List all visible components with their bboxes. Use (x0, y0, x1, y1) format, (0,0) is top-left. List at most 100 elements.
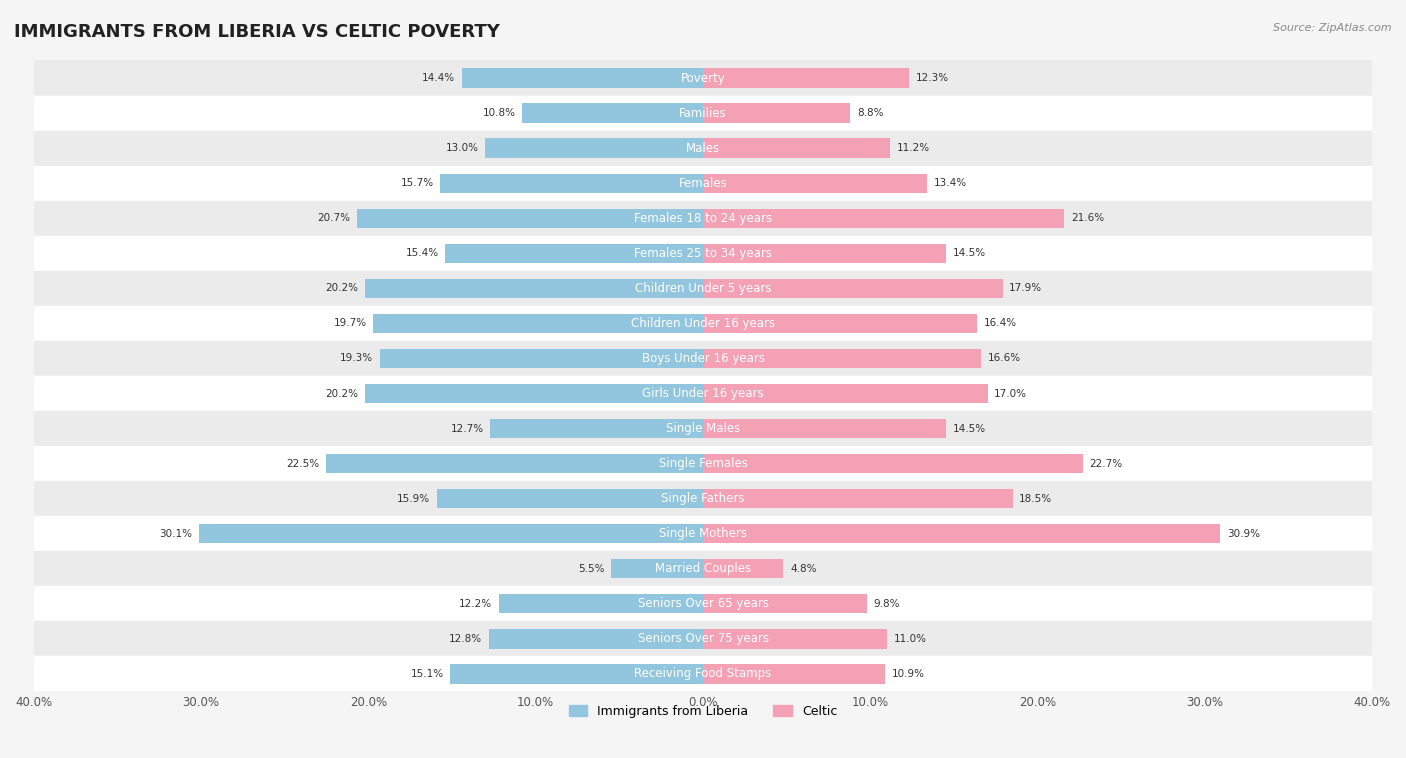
Text: 12.8%: 12.8% (449, 634, 482, 644)
Text: Females 18 to 24 years: Females 18 to 24 years (634, 211, 772, 224)
Bar (703, 174, 928, 193)
Bar (34, 587, 1372, 622)
Text: 19.3%: 19.3% (340, 353, 374, 363)
Text: 19.7%: 19.7% (333, 318, 367, 328)
Text: IMMIGRANTS FROM LIBERIA VS CELTIC POVERTY: IMMIGRANTS FROM LIBERIA VS CELTIC POVERT… (14, 23, 501, 41)
Bar (34, 446, 1372, 481)
Bar (34, 236, 1372, 271)
Text: 11.2%: 11.2% (897, 143, 931, 153)
Bar (703, 384, 987, 403)
Bar (703, 243, 946, 263)
Text: Males: Males (686, 142, 720, 155)
Bar (522, 103, 703, 123)
Text: 13.0%: 13.0% (446, 143, 478, 153)
Text: Seniors Over 75 years: Seniors Over 75 years (637, 632, 769, 645)
Text: 10.8%: 10.8% (482, 108, 516, 118)
Bar (703, 664, 886, 684)
Text: 14.4%: 14.4% (422, 73, 456, 83)
Text: 20.7%: 20.7% (316, 213, 350, 224)
Text: Single Fathers: Single Fathers (661, 492, 745, 505)
Bar (703, 208, 1064, 228)
Text: 30.1%: 30.1% (159, 529, 193, 539)
Text: Single Females: Single Females (658, 457, 748, 470)
Bar (326, 454, 703, 473)
Text: Females: Females (679, 177, 727, 190)
Bar (366, 384, 703, 403)
Bar (34, 201, 1372, 236)
Bar (374, 314, 703, 333)
Text: 17.9%: 17.9% (1010, 283, 1042, 293)
Bar (703, 419, 946, 438)
Bar (34, 271, 1372, 306)
Bar (703, 314, 977, 333)
Bar (200, 524, 703, 543)
Text: 15.4%: 15.4% (405, 249, 439, 258)
Bar (34, 622, 1372, 656)
Bar (703, 139, 890, 158)
Text: 15.1%: 15.1% (411, 669, 443, 679)
Text: 17.0%: 17.0% (994, 389, 1028, 399)
Bar (703, 279, 1002, 298)
Text: 18.5%: 18.5% (1019, 493, 1053, 503)
Bar (703, 594, 868, 613)
Bar (34, 481, 1372, 516)
Bar (491, 419, 703, 438)
Bar (34, 341, 1372, 376)
Bar (703, 524, 1220, 543)
Text: 11.0%: 11.0% (894, 634, 927, 644)
Text: 5.5%: 5.5% (578, 564, 605, 574)
Text: 20.2%: 20.2% (325, 389, 359, 399)
Bar (357, 208, 703, 228)
Text: 15.7%: 15.7% (401, 178, 433, 188)
Text: Single Mothers: Single Mothers (659, 528, 747, 540)
Text: 16.4%: 16.4% (984, 318, 1018, 328)
Bar (703, 559, 783, 578)
Bar (450, 664, 703, 684)
Bar (34, 516, 1372, 551)
Bar (380, 349, 703, 368)
Bar (463, 68, 703, 88)
Bar (366, 279, 703, 298)
Text: Girls Under 16 years: Girls Under 16 years (643, 387, 763, 400)
Bar (499, 594, 703, 613)
Text: 13.4%: 13.4% (934, 178, 967, 188)
Text: 22.7%: 22.7% (1090, 459, 1123, 468)
Legend: Immigrants from Liberia, Celtic: Immigrants from Liberia, Celtic (564, 700, 842, 723)
Bar (703, 629, 887, 649)
Bar (34, 166, 1372, 201)
Bar (489, 629, 703, 649)
Bar (34, 130, 1372, 166)
Bar (34, 376, 1372, 411)
Bar (703, 349, 981, 368)
Bar (34, 656, 1372, 691)
Text: Poverty: Poverty (681, 71, 725, 84)
Text: Females 25 to 34 years: Females 25 to 34 years (634, 247, 772, 260)
Text: Families: Families (679, 107, 727, 120)
Bar (485, 139, 703, 158)
Text: Boys Under 16 years: Boys Under 16 years (641, 352, 765, 365)
Text: Single Males: Single Males (666, 422, 740, 435)
Text: 22.5%: 22.5% (287, 459, 319, 468)
Text: Children Under 16 years: Children Under 16 years (631, 317, 775, 330)
Bar (34, 306, 1372, 341)
Text: 14.5%: 14.5% (952, 424, 986, 434)
Text: Married Couples: Married Couples (655, 562, 751, 575)
Text: 9.8%: 9.8% (873, 599, 900, 609)
Text: Source: ZipAtlas.com: Source: ZipAtlas.com (1274, 23, 1392, 33)
Bar (446, 243, 703, 263)
Bar (34, 61, 1372, 96)
Text: 8.8%: 8.8% (858, 108, 883, 118)
Text: 15.9%: 15.9% (396, 493, 430, 503)
Bar (703, 489, 1012, 509)
Text: 12.7%: 12.7% (451, 424, 484, 434)
Text: 30.9%: 30.9% (1227, 529, 1260, 539)
Text: 16.6%: 16.6% (987, 353, 1021, 363)
Bar (612, 559, 703, 578)
Text: Seniors Over 65 years: Seniors Over 65 years (637, 597, 769, 610)
Bar (34, 411, 1372, 446)
Text: 14.5%: 14.5% (952, 249, 986, 258)
Bar (437, 489, 703, 509)
Text: Receiving Food Stamps: Receiving Food Stamps (634, 668, 772, 681)
Bar (703, 103, 851, 123)
Bar (34, 551, 1372, 587)
